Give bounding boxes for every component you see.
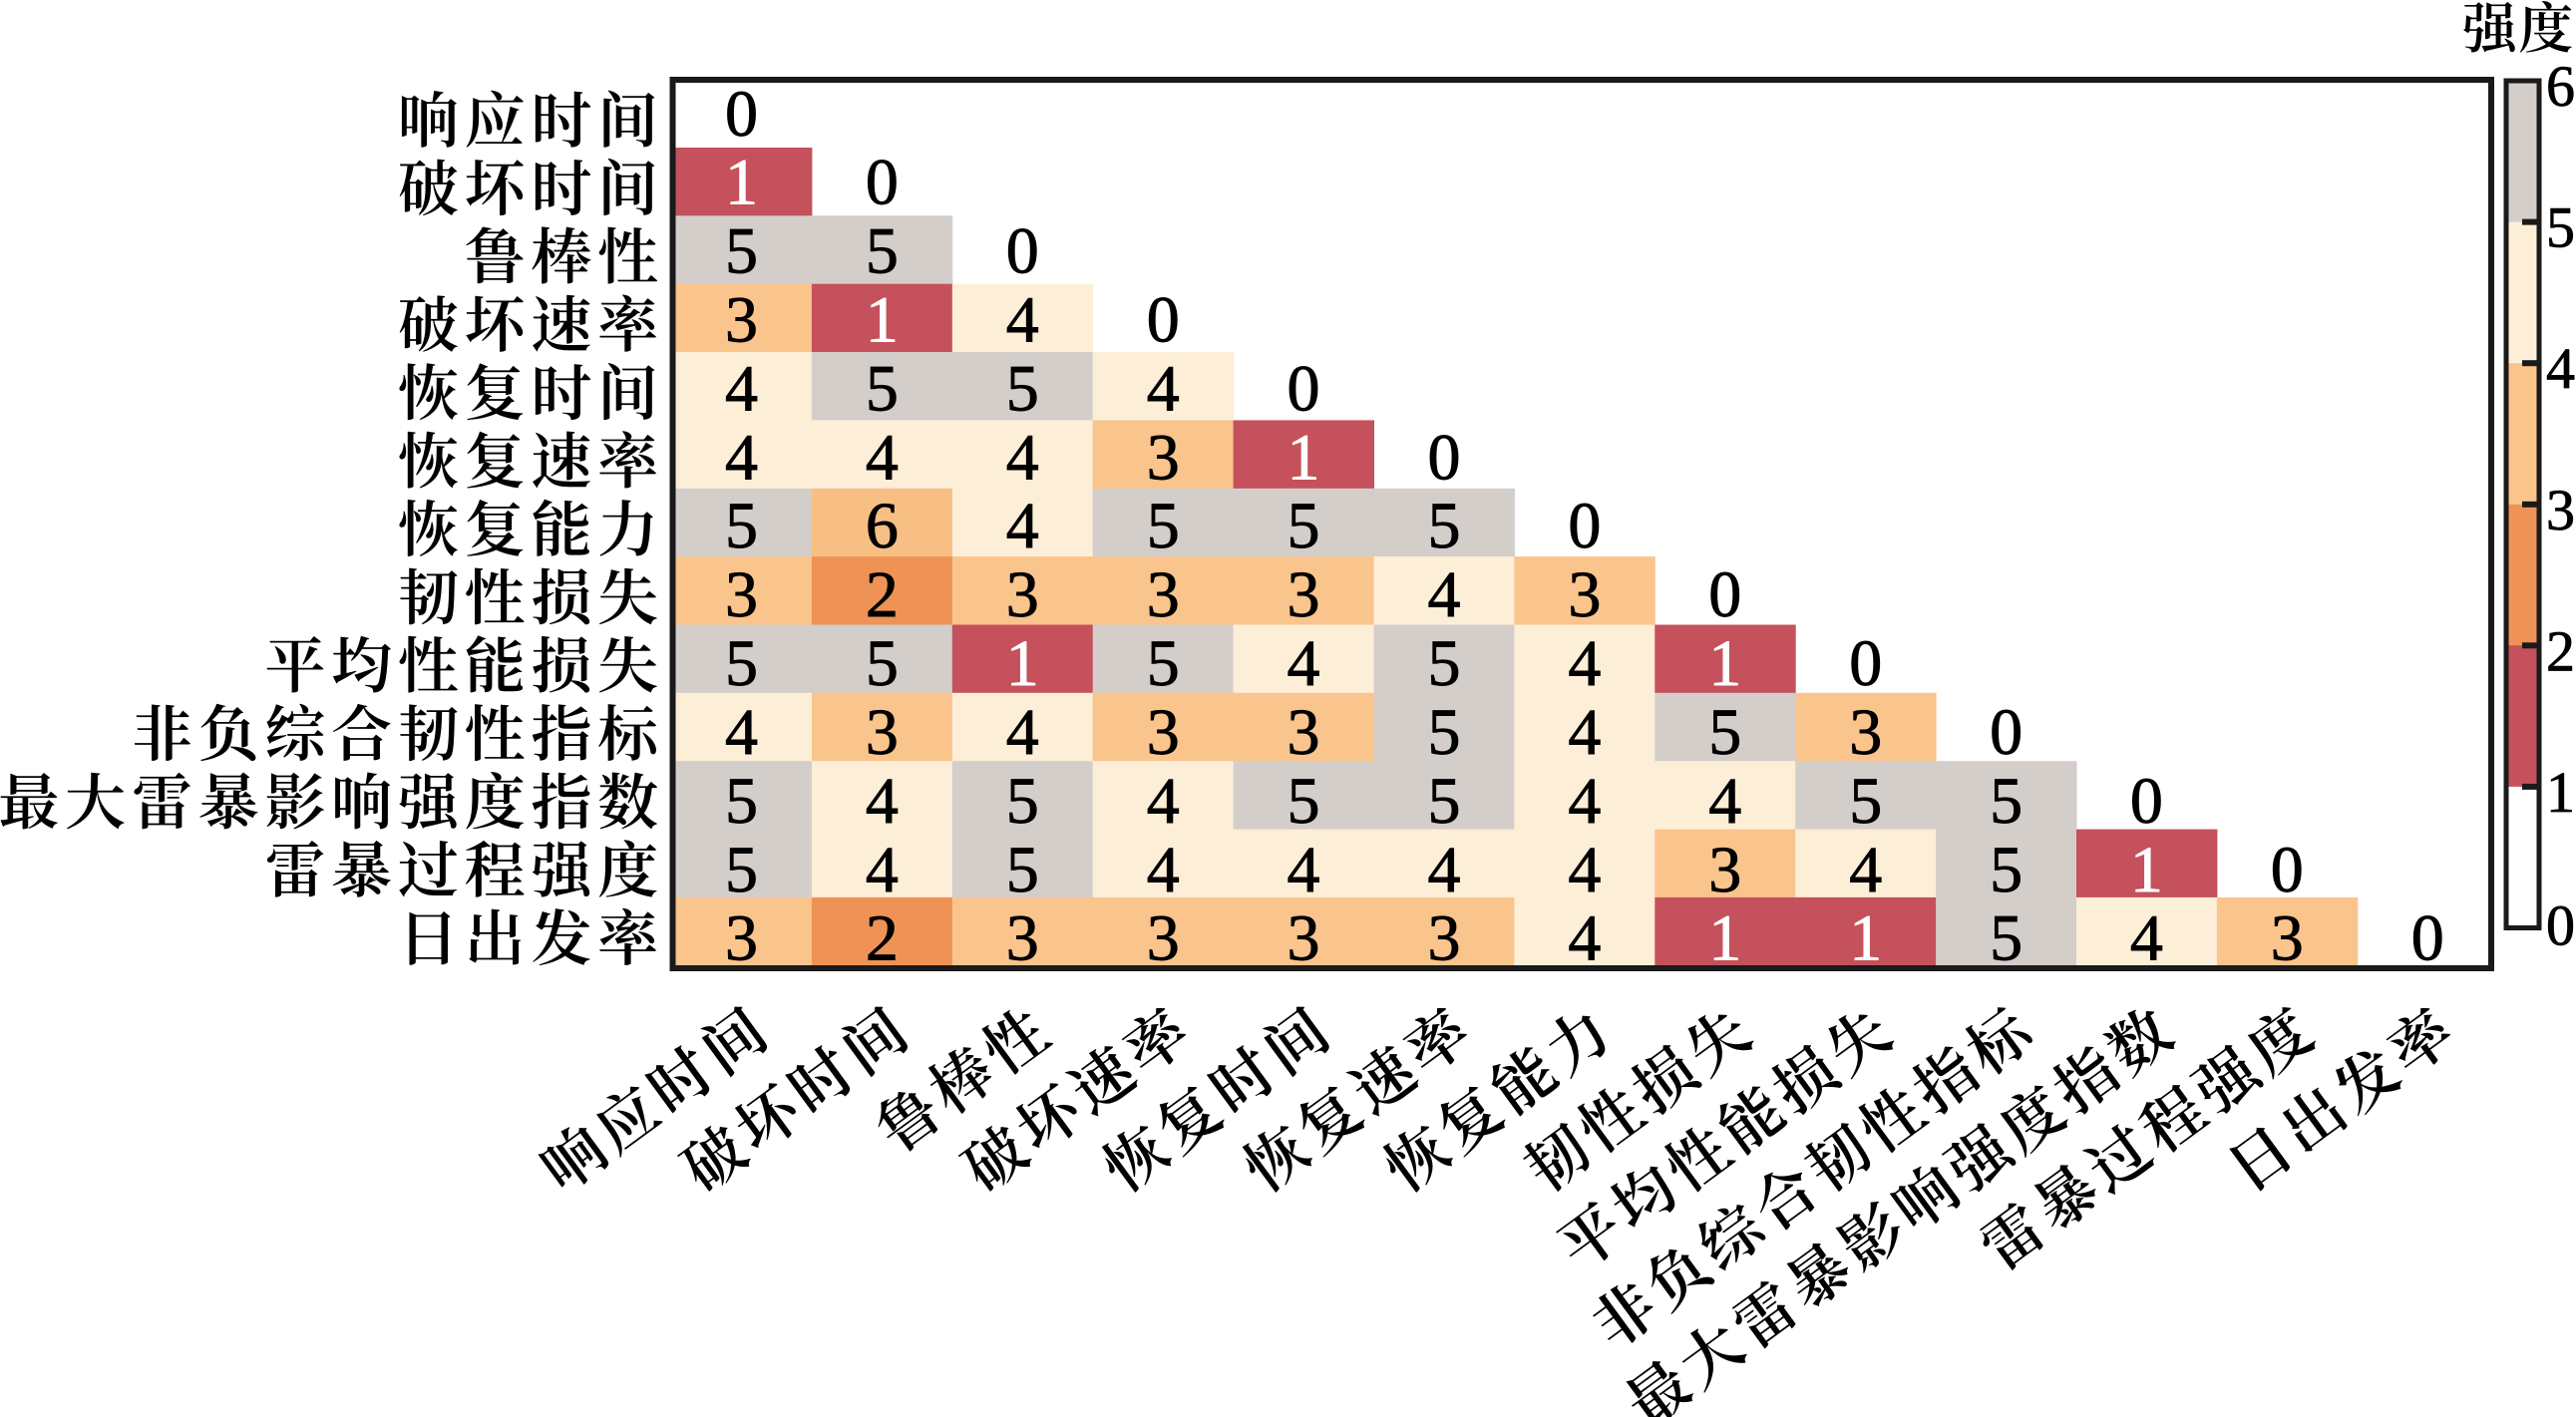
svg-text:0: 0: [2411, 902, 2444, 975]
svg-text:1: 1: [725, 147, 758, 219]
svg-text:4: 4: [1708, 765, 1741, 838]
svg-text:5: 5: [725, 215, 758, 288]
svg-text:5: 5: [1428, 490, 1461, 562]
svg-text:6: 6: [866, 490, 899, 562]
svg-text:5: 5: [1006, 765, 1039, 838]
svg-text:0: 0: [2546, 893, 2575, 958]
svg-text:4: 4: [1428, 834, 1461, 906]
svg-text:4: 4: [1006, 696, 1039, 769]
svg-text:3: 3: [1568, 558, 1601, 631]
svg-text:5: 5: [1428, 696, 1461, 769]
svg-text:3: 3: [1147, 558, 1180, 631]
svg-text:5: 5: [725, 490, 758, 562]
svg-text:3: 3: [1428, 902, 1461, 975]
svg-text:1: 1: [2546, 760, 2575, 825]
svg-text:1: 1: [2130, 834, 2163, 906]
svg-text:4: 4: [1006, 284, 1039, 357]
svg-text:3: 3: [1288, 902, 1320, 975]
svg-text:1: 1: [1708, 627, 1741, 700]
svg-text:4: 4: [1288, 627, 1320, 700]
svg-text:3: 3: [866, 696, 899, 769]
svg-text:4: 4: [2130, 902, 2163, 975]
svg-text:5: 5: [2546, 195, 2575, 260]
svg-text:0: 0: [1288, 352, 1320, 425]
svg-text:5: 5: [866, 352, 899, 425]
svg-text:1: 1: [1006, 627, 1039, 700]
svg-text:4: 4: [1006, 490, 1039, 562]
svg-text:5: 5: [1990, 902, 2023, 975]
svg-text:5: 5: [725, 627, 758, 700]
svg-text:4: 4: [1568, 696, 1601, 769]
svg-text:6: 6: [2546, 54, 2575, 119]
svg-text:4: 4: [1147, 834, 1180, 906]
svg-text:0: 0: [2130, 765, 2163, 838]
svg-text:4: 4: [866, 421, 899, 494]
svg-text:0: 0: [1568, 490, 1601, 562]
svg-text:3: 3: [1147, 421, 1180, 494]
svg-text:5: 5: [866, 215, 899, 288]
svg-text:2: 2: [866, 902, 899, 975]
svg-text:0: 0: [1428, 421, 1461, 494]
svg-text:4: 4: [1288, 834, 1320, 906]
svg-text:4: 4: [866, 834, 899, 906]
svg-text:1: 1: [866, 284, 899, 357]
svg-text:4: 4: [1428, 558, 1461, 631]
svg-text:4: 4: [1006, 421, 1039, 494]
svg-text:4: 4: [1849, 834, 1882, 906]
svg-text:5: 5: [1288, 765, 1320, 838]
svg-text:5: 5: [1428, 765, 1461, 838]
svg-text:1: 1: [1708, 902, 1741, 975]
svg-text:0: 0: [866, 147, 899, 219]
svg-text:3: 3: [725, 558, 758, 631]
svg-text:4: 4: [725, 421, 758, 494]
svg-text:5: 5: [1006, 352, 1039, 425]
svg-text:0: 0: [725, 78, 758, 151]
svg-text:4: 4: [725, 352, 758, 425]
svg-text:0: 0: [1147, 284, 1180, 357]
svg-text:3: 3: [725, 902, 758, 975]
svg-text:0: 0: [1990, 696, 2023, 769]
svg-text:5: 5: [1428, 627, 1461, 700]
svg-text:3: 3: [1147, 902, 1180, 975]
svg-text:5: 5: [1708, 696, 1741, 769]
svg-text:4: 4: [866, 765, 899, 838]
svg-text:3: 3: [2271, 902, 2304, 975]
svg-text:5: 5: [1147, 490, 1180, 562]
svg-text:0: 0: [1849, 627, 1882, 700]
svg-text:5: 5: [1288, 490, 1320, 562]
svg-text:1: 1: [1288, 421, 1320, 494]
svg-text:4: 4: [725, 696, 758, 769]
svg-text:5: 5: [1849, 765, 1882, 838]
svg-text:2: 2: [2546, 618, 2575, 683]
svg-text:3: 3: [1147, 696, 1180, 769]
svg-text:4: 4: [1568, 834, 1601, 906]
svg-text:0: 0: [1708, 558, 1741, 631]
svg-text:0: 0: [2271, 834, 2304, 906]
svg-text:4: 4: [1568, 902, 1601, 975]
svg-text:2: 2: [866, 558, 899, 631]
svg-text:5: 5: [725, 834, 758, 906]
svg-text:4: 4: [2546, 336, 2575, 401]
svg-text:5: 5: [866, 627, 899, 700]
svg-text:3: 3: [1006, 902, 1039, 975]
svg-text:3: 3: [1288, 558, 1320, 631]
svg-text:3: 3: [1006, 558, 1039, 631]
svg-text:3: 3: [1849, 696, 1882, 769]
svg-text:5: 5: [1006, 834, 1039, 906]
svg-text:3: 3: [725, 284, 758, 357]
svg-text:3: 3: [1708, 834, 1741, 906]
svg-text:5: 5: [1990, 765, 2023, 838]
svg-text:5: 5: [1990, 834, 2023, 906]
svg-text:1: 1: [1849, 902, 1882, 975]
svg-text:3: 3: [1288, 696, 1320, 769]
svg-text:4: 4: [1568, 765, 1601, 838]
svg-text:5: 5: [725, 765, 758, 838]
svg-text:0: 0: [1006, 215, 1039, 288]
svg-text:4: 4: [1568, 627, 1601, 700]
svg-text:4: 4: [1147, 352, 1180, 425]
svg-text:3: 3: [2546, 478, 2575, 542]
svg-text:5: 5: [1147, 627, 1180, 700]
svg-text:4: 4: [1147, 765, 1180, 838]
